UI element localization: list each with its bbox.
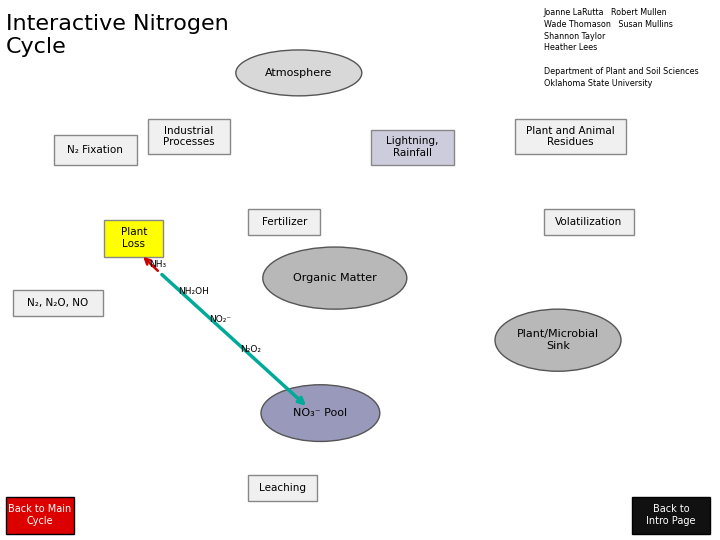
FancyBboxPatch shape <box>248 475 317 501</box>
Text: Leaching: Leaching <box>259 483 306 493</box>
FancyBboxPatch shape <box>148 119 230 154</box>
Text: Atmosphere: Atmosphere <box>265 68 333 78</box>
Ellipse shape <box>261 384 380 442</box>
Text: NH₃: NH₃ <box>149 260 166 269</box>
Text: Volatilization: Volatilization <box>555 217 622 227</box>
Text: NH₂OH: NH₂OH <box>179 287 210 296</box>
FancyBboxPatch shape <box>104 220 163 256</box>
Text: Plant/Microbial
Sink: Plant/Microbial Sink <box>517 329 599 351</box>
Text: N₂, N₂O, NO: N₂, N₂O, NO <box>27 298 89 308</box>
Text: Industrial
Processes: Industrial Processes <box>163 126 215 147</box>
Text: NO₂⁻: NO₂⁻ <box>210 315 232 324</box>
Text: NO₃⁻ Pool: NO₃⁻ Pool <box>293 408 348 418</box>
Text: Fertilizer: Fertilizer <box>261 217 307 227</box>
Text: Back to
Intro Page: Back to Intro Page <box>647 504 696 526</box>
Text: N₂ Fixation: N₂ Fixation <box>68 145 123 155</box>
Ellipse shape <box>236 50 362 96</box>
Text: Joanne LaRutta   Robert Mullen
Wade Thomason   Susan Mullins
Shannon Taylor
Heat: Joanne LaRutta Robert Mullen Wade Thomas… <box>544 8 698 88</box>
FancyBboxPatch shape <box>13 290 103 316</box>
FancyBboxPatch shape <box>371 130 454 165</box>
FancyBboxPatch shape <box>248 209 320 235</box>
FancyBboxPatch shape <box>54 135 137 165</box>
FancyBboxPatch shape <box>544 209 634 235</box>
Text: Back to Main
Cycle: Back to Main Cycle <box>9 504 71 526</box>
Text: Interactive Nitrogen
Cycle: Interactive Nitrogen Cycle <box>6 14 228 57</box>
Text: Plant and Animal
Residues: Plant and Animal Residues <box>526 126 615 147</box>
FancyBboxPatch shape <box>515 119 626 154</box>
Text: N₂O₂: N₂O₂ <box>240 345 261 354</box>
Text: Organic Matter: Organic Matter <box>293 273 377 283</box>
FancyBboxPatch shape <box>632 497 710 534</box>
Text: Plant
Loss: Plant Loss <box>121 227 147 249</box>
Ellipse shape <box>495 309 621 372</box>
FancyBboxPatch shape <box>6 497 74 534</box>
Ellipse shape <box>263 247 407 309</box>
Text: Lightning,
Rainfall: Lightning, Rainfall <box>386 137 438 158</box>
